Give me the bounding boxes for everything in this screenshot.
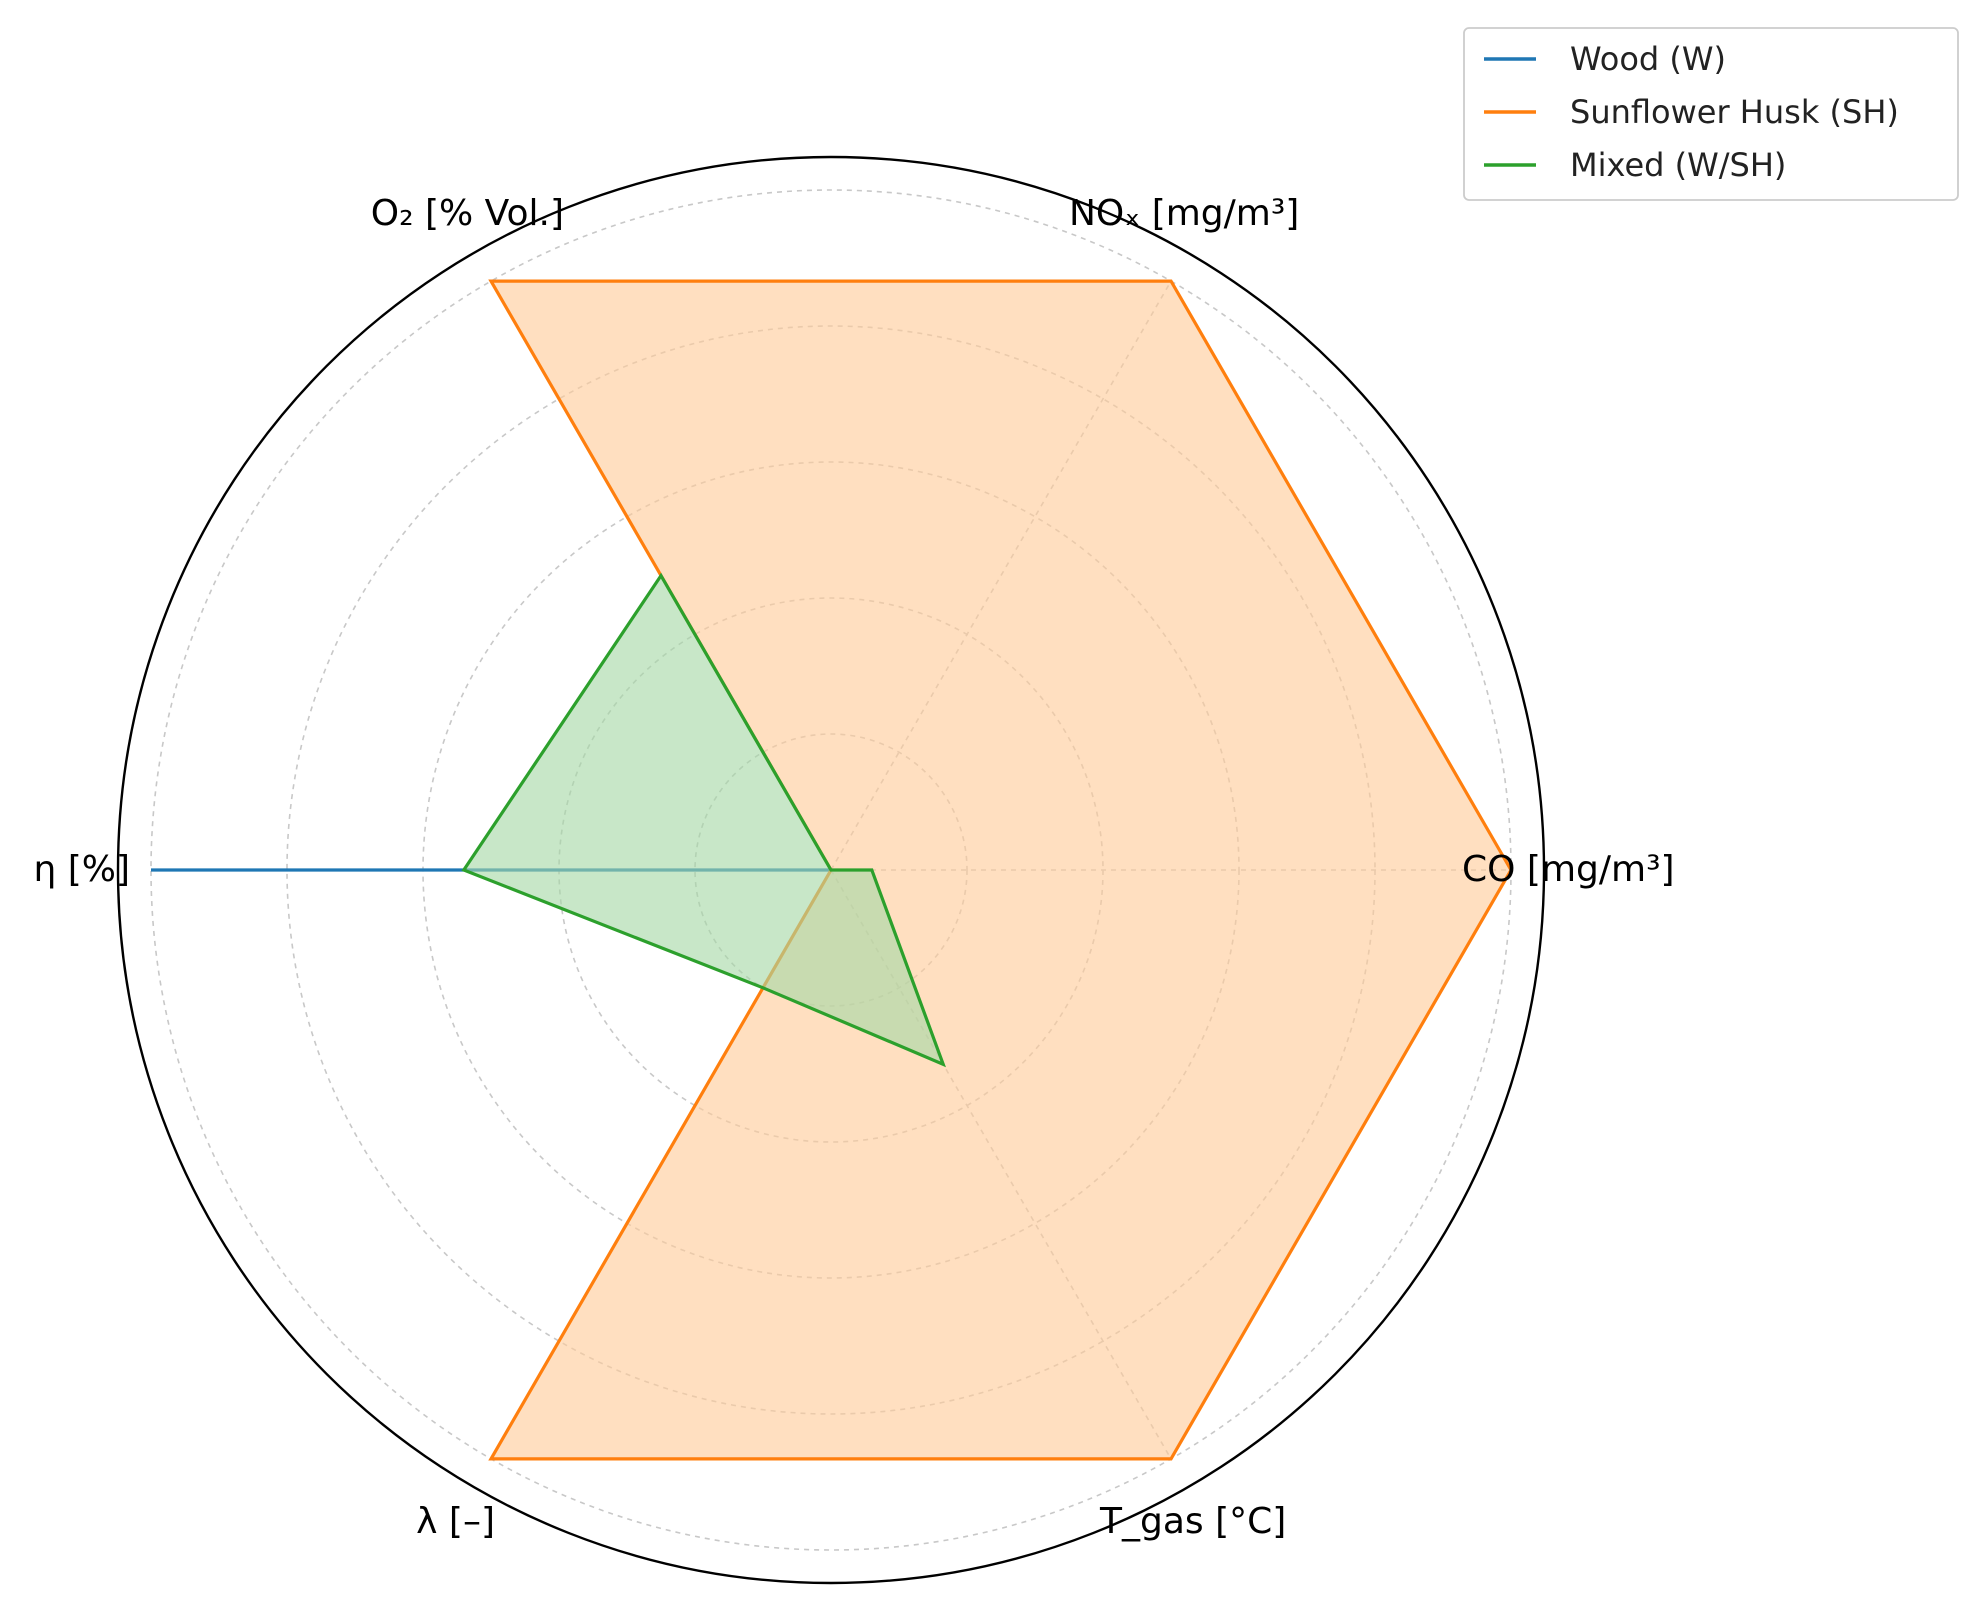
frame-layer xyxy=(116,155,1546,1585)
axis-label-1: NOₓ [mg/m³] xyxy=(1069,193,1299,234)
legend: Wood (W) Sunflower Husk (SH) Mixed (W/SH) xyxy=(1463,27,1959,201)
series-fill-2 xyxy=(463,575,944,1065)
axis-label-3: η [%] xyxy=(33,849,130,890)
legend-label-2: Mixed (W/SH) xyxy=(1570,146,1786,184)
legend-label-1: Sunflower Husk (SH) xyxy=(1570,93,1899,131)
legend-box xyxy=(1463,27,1959,201)
legend-label-0: Wood (W) xyxy=(1570,40,1726,78)
axis-label-0: CO [mg/m³] xyxy=(1462,849,1675,890)
axis-label-5: T_gas [°C] xyxy=(1099,1501,1286,1542)
series-layer xyxy=(151,279,1513,1461)
axis-label-layer: CO [mg/m³] NOₓ [mg/m³] O₂ [% Vol.] η [%] λ [… xyxy=(33,193,1674,1542)
axis-label-4: λ [–] xyxy=(416,1501,495,1542)
axis-label-2: O₂ [% Vol.] xyxy=(371,193,564,234)
series-line-2 xyxy=(461,572,946,1068)
series-fill-1 xyxy=(491,281,1511,1459)
polar-frame xyxy=(116,155,1546,1585)
